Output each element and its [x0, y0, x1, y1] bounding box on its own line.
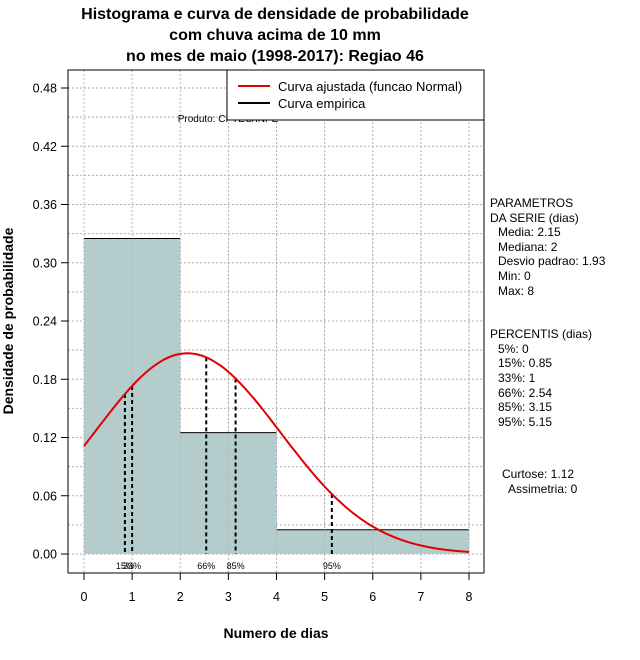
pct-33: 33%: 1 [498, 370, 536, 385]
stat-assimetria: Assimetria: 0 [508, 481, 578, 496]
percentile-label: 95% [323, 561, 341, 571]
legend: Curva ajustada (funcao Normal) Curva emp… [226, 69, 485, 121]
pct-66: 66%: 2.54 [498, 385, 553, 400]
y-axis-label: Densidade de probabilidade [0, 227, 16, 414]
y-tick-label: 0.18 [33, 373, 57, 387]
y-tick-label: 0.06 [33, 489, 57, 503]
x-axis: 0 1 2 3 4 5 6 7 8 [81, 572, 473, 604]
histogram-bar [180, 432, 277, 554]
x-tick-label: 2 [177, 590, 184, 604]
x-tick-label: 7 [417, 590, 424, 604]
y-tick-label: 0.42 [33, 140, 57, 154]
x-tick-label: 5 [321, 590, 328, 604]
pct-15: 15%: 0.85 [498, 356, 553, 371]
y-tick-label: 0.30 [33, 256, 57, 270]
x-tick-label: 8 [466, 590, 473, 604]
percentis-title: PERCENTIS (dias) [490, 327, 593, 342]
x-tick-label: 6 [369, 590, 376, 604]
y-tick-label: 0.48 [33, 82, 57, 96]
title-line-2: com chuva acima de 10 mm [169, 27, 381, 44]
x-tick-label: 3 [225, 590, 232, 604]
percentile-label: 33% [123, 561, 141, 571]
y-tick-label: 0.24 [33, 315, 57, 329]
x-tick-label: 4 [273, 590, 280, 604]
chart-title: Histograma e curva de densidade de proba… [40, 4, 510, 67]
legend-empirical-label: Curva empirica [278, 96, 366, 111]
y-tick-label: 0.36 [33, 198, 57, 212]
parametros-title-1: PARAMETROS [490, 196, 574, 210]
legend-box [226, 69, 485, 121]
stat-curtose: Curtose: 1.12 [502, 467, 575, 482]
x-tick-label: 0 [81, 590, 88, 604]
percentile-label: 15% [116, 561, 134, 571]
stat-desvio: Desvio padrao: 1.93 [498, 254, 606, 269]
title-line-3: no mes de maio (1998-2017): Regiao 46 [126, 48, 424, 65]
stat-media: Media: 2.15 [498, 225, 561, 240]
fitted-normal-curve [83, 352, 470, 553]
x-tick-label: 1 [129, 590, 136, 604]
percentile-label: 66% [197, 561, 215, 571]
stat-min: Min: 0 [498, 268, 531, 283]
statistics-panel: PARAMETROS DA SERIE (dias) Media: 2.15 M… [490, 196, 605, 497]
title-line-1: Histograma e curva de densidade de proba… [81, 6, 469, 23]
pct-95: 95%: 5.15 [498, 414, 553, 429]
x-axis-label: Numero de dias [223, 625, 328, 641]
y-axis: 0.00 0.06 0.12 0.18 0.24 0.30 0.36 0.42 0.48 [33, 82, 69, 562]
stat-mediana: Mediana: 2 [498, 239, 558, 254]
percentile-label: 85% [227, 561, 245, 571]
parametros-title-2: DA SERIE (dias) [490, 210, 579, 225]
y-tick-label: 0.12 [33, 431, 57, 445]
y-tick-label: 0.00 [33, 548, 57, 562]
legend-fitted-label: Curva ajustada (funcao Normal) [278, 79, 462, 94]
pct-85: 85%: 3.15 [498, 400, 553, 415]
stat-max: Max: 8 [498, 283, 535, 298]
histogram-bars [83, 237, 470, 554]
pct-5: 5%: 0 [498, 341, 529, 356]
percentile-lines: 15%33% 66% 85% 95% [116, 357, 341, 571]
